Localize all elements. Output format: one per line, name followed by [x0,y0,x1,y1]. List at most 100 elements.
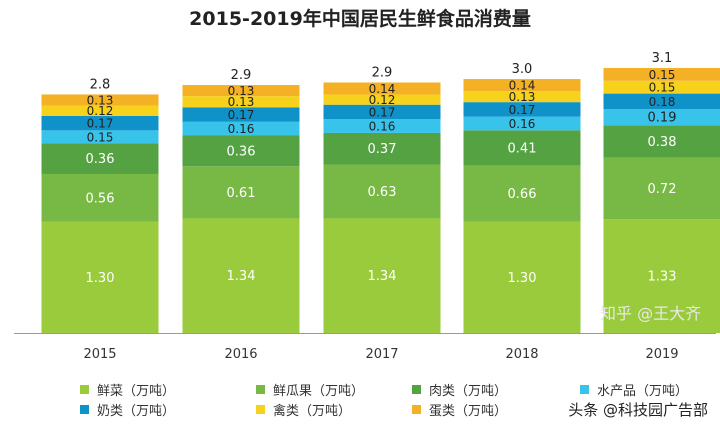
legend-label: 肉类（万吨） [429,384,508,399]
data-label: 0.41 [508,141,537,156]
data-label: 0.13 [228,84,255,98]
legend-swatch [412,385,421,394]
bar-segment [603,125,720,158]
legend-swatch [80,385,89,394]
faint-watermark: 知乎 @王大齐 [600,304,702,323]
bar-segment [182,96,300,108]
bar-segment [323,119,441,133]
legend-swatch [412,405,421,414]
data-label: 0.16 [228,122,255,136]
x-tick-label: 2016 [224,347,257,362]
data-label: 0.15 [649,81,676,95]
data-label: 0.15 [649,68,676,82]
legend-item: 鲜瓜果（万吨） [256,380,364,399]
x-tick-label: 2015 [83,347,116,362]
bar-segment [41,173,159,222]
legend-item: 水产品（万吨） [580,380,688,399]
data-label: 1.30 [508,271,537,286]
legend-label: 奶类（万吨） [97,404,176,419]
data-label: 0.36 [227,144,256,159]
data-label: 0.63 [368,185,397,200]
bar-segment [41,105,159,116]
legend-label: 禽类（万吨） [273,404,352,419]
legend-label: 蛋类（万吨） [429,404,508,419]
bar-segment [323,218,441,333]
bar-segment [41,143,159,174]
bar-segment [323,164,441,219]
data-label: 0.17 [369,105,396,119]
bar-segment [603,157,720,220]
data-label: 0.19 [648,111,677,126]
data-label: 0.12 [87,104,114,118]
bar-segment [463,102,581,117]
bar-segment [463,79,581,92]
bar-segment [41,115,159,131]
bar-segment [182,218,300,333]
total-label: 2.8 [90,77,111,92]
data-label: 0.17 [228,108,255,122]
data-label: 0.18 [649,95,676,109]
bar-segment [323,132,441,165]
data-label: 1.34 [227,269,256,284]
legend-label: 鲜瓜果（万吨） [273,384,365,399]
total-label: 2.9 [372,65,393,80]
legend-item: 鲜菜（万吨） [80,380,175,399]
data-label: 0.13 [228,95,255,109]
legend-item: 肉类（万吨） [412,380,507,399]
source-watermark: 头条 @科技园广告部 [568,401,708,419]
bar-segment [463,116,581,131]
legend-label: 水产品（万吨） [597,384,689,399]
data-label: 0.13 [87,94,114,108]
data-label: 0.17 [509,103,536,117]
data-label: 1.34 [368,269,397,284]
data-label: 1.33 [648,270,677,285]
bar-segment [603,67,720,81]
legend-swatch [580,385,589,394]
x-tick-label: 2018 [505,347,538,362]
total-label: 3.0 [512,62,533,77]
data-label: 0.72 [648,182,677,197]
bar-segment [463,165,581,222]
data-label: 0.14 [369,82,396,96]
data-label: 0.15 [87,130,114,144]
legend-item: 奶类（万吨） [80,400,175,419]
bar-segment [182,107,300,122]
legend-item: 禽类（万吨） [256,400,351,419]
bar-segment [463,130,581,166]
bar-segment [463,221,581,333]
legend-swatch [80,405,89,414]
total-label: 3.1 [652,51,673,66]
data-label: 0.61 [227,186,256,201]
data-label: 0.16 [369,120,396,134]
bar-segment [41,221,159,333]
data-label: 0.38 [648,135,677,150]
total-label: 2.9 [231,68,252,83]
bar-segment [182,121,300,136]
data-label: 1.30 [86,271,115,286]
bar-segment [323,82,441,95]
bar-segment [323,94,441,105]
data-label: 0.37 [368,142,397,157]
bar-segment [182,166,300,219]
data-label: 0.12 [369,93,396,107]
chart-title: 2015-2019年中国居民生鲜食品消费量 [189,8,531,30]
legend-swatch [256,385,265,394]
bar-segment [603,93,720,109]
bar-segment [182,85,300,97]
bar-segment [603,219,720,333]
legend-label: 鲜菜（万吨） [97,384,176,399]
data-label: 0.13 [509,90,536,104]
data-label: 0.66 [508,187,537,202]
bar-segment [603,108,720,126]
data-label: 0.14 [509,79,536,93]
bar-segment [41,130,159,144]
data-label: 0.17 [87,117,114,131]
legend-item: 蛋类（万吨） [412,400,507,419]
data-label: 0.56 [86,191,115,206]
data-label: 0.16 [509,117,536,131]
data-label: 0.36 [86,152,115,167]
bar-segment [41,94,159,106]
bar-segment [603,80,720,94]
x-tick-label: 2019 [645,347,678,362]
